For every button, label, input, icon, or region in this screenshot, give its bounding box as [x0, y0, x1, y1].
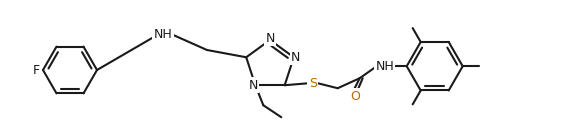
Text: N: N [248, 79, 258, 92]
Text: N: N [266, 32, 275, 45]
Text: F: F [33, 64, 40, 76]
Text: O: O [350, 90, 360, 103]
Text: NH: NH [375, 60, 394, 73]
Text: N: N [291, 51, 300, 64]
Text: NH: NH [154, 27, 172, 40]
Text: S: S [309, 77, 317, 90]
